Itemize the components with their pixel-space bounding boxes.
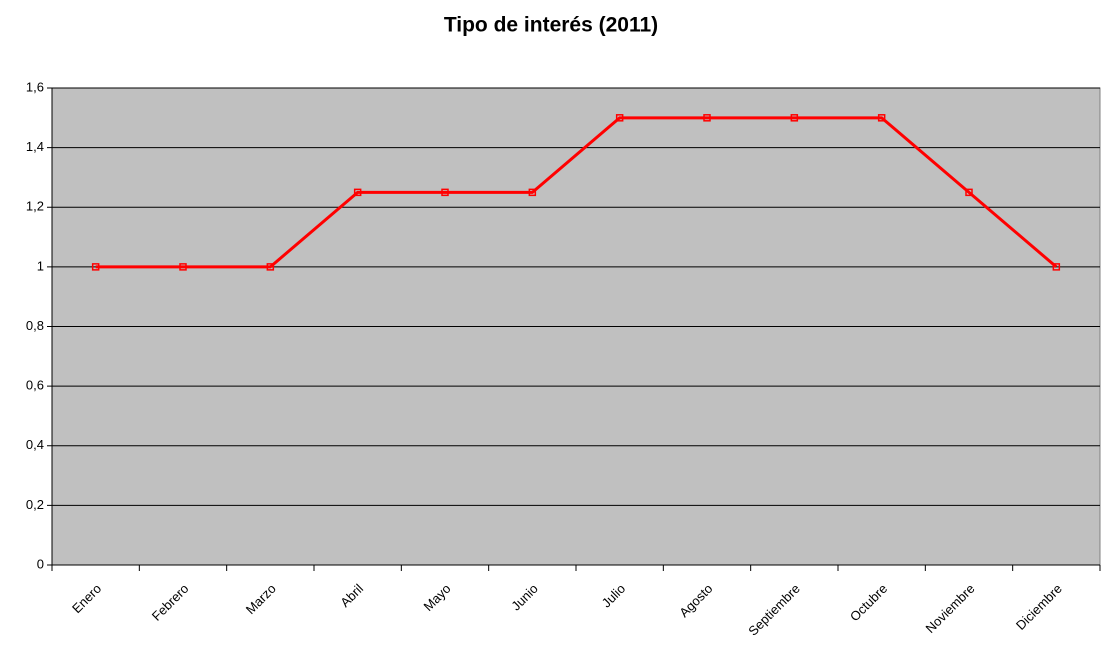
x-tick-label: Julio <box>599 581 629 611</box>
y-tick-label: 1,2 <box>26 199 44 214</box>
marker <box>877 114 886 122</box>
x-tick-label: Febrero <box>149 581 192 624</box>
y-tick-label: 0,4 <box>26 437 44 452</box>
y-tick-label: 0,6 <box>26 378 44 393</box>
marker <box>615 114 624 122</box>
marker <box>528 188 537 197</box>
x-tick-label: Mayo <box>420 581 453 614</box>
marker <box>266 263 275 271</box>
marker <box>965 188 973 197</box>
marker <box>91 263 100 271</box>
x-tick-label: Noviembre <box>922 581 977 636</box>
marker <box>441 188 449 197</box>
y-tick-label: 0 <box>37 556 44 571</box>
x-tick-label: Agosto <box>676 581 715 620</box>
line <box>95 116 1058 269</box>
y-tick-label: 0,8 <box>26 318 44 333</box>
marker <box>353 188 362 197</box>
x-tick-label: Octubre <box>847 581 890 624</box>
y-tick-label: 1,4 <box>26 139 44 154</box>
x-tick-label: Enero <box>69 581 104 616</box>
marker <box>790 114 799 122</box>
marker <box>1052 263 1061 271</box>
y-tick-label: 1 <box>37 258 44 273</box>
x-tick-label: Abril <box>337 581 366 610</box>
y-tick-label: 1,6 <box>26 79 44 94</box>
marker <box>703 114 711 122</box>
marker <box>179 263 187 271</box>
y-tick-label: 0,2 <box>26 497 44 512</box>
x-tick-label: Junio <box>508 581 541 614</box>
x-tick-label: Marzo <box>243 581 279 617</box>
x-tick-label: Diciembre <box>1013 581 1065 633</box>
chart-title: Tipo de interés (2011) <box>444 14 658 37</box>
x-tick-label: Septiembre <box>745 581 803 639</box>
